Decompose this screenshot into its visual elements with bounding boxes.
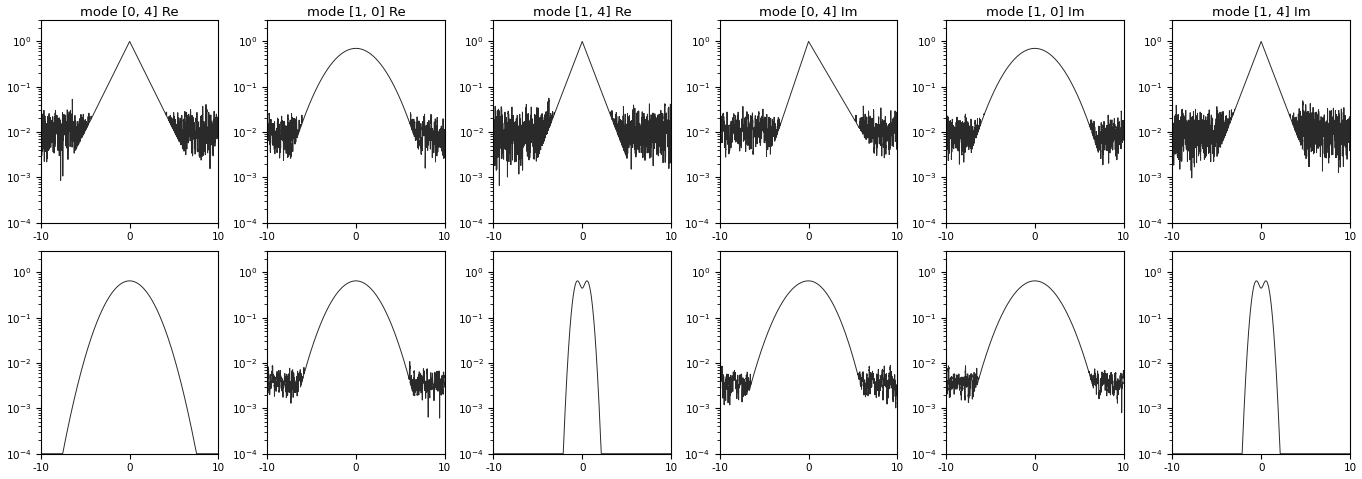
Title: mode [0, 4] Im: mode [0, 4] Im bbox=[759, 6, 858, 19]
Title: mode [0, 4] Re: mode [0, 4] Re bbox=[80, 6, 178, 19]
Title: mode [1, 4] Re: mode [1, 4] Re bbox=[533, 6, 632, 19]
Title: mode [1, 4] Im: mode [1, 4] Im bbox=[1212, 6, 1310, 19]
Title: mode [1, 0] Im: mode [1, 0] Im bbox=[986, 6, 1084, 19]
Title: mode [1, 0] Re: mode [1, 0] Re bbox=[306, 6, 406, 19]
